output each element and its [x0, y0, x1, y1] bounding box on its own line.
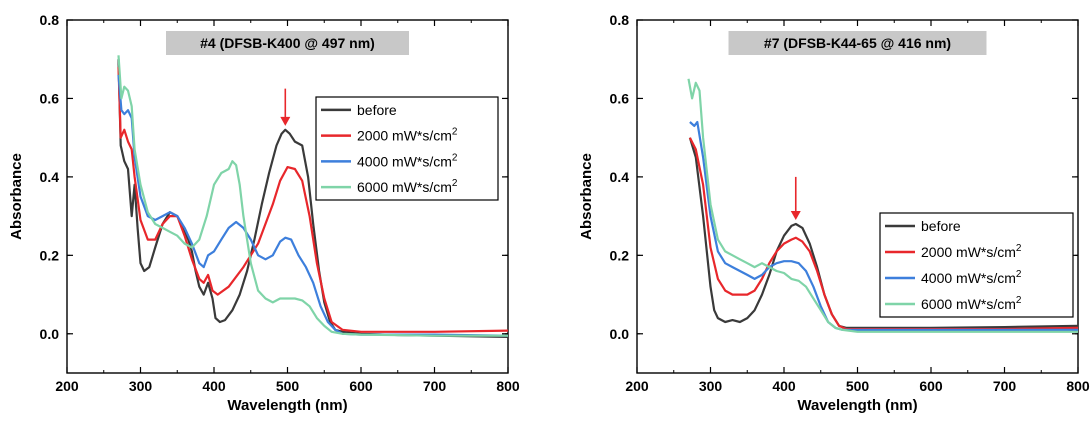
- y-tick-label: 0.6: [610, 90, 630, 106]
- legend-text-main: 6000 mW*s/cm: [921, 296, 1016, 312]
- y-axis-title: Absorbance: [578, 153, 595, 240]
- x-tick-label: 300: [129, 378, 153, 394]
- series-line-4: [687, 78, 1078, 333]
- legend-text-superscript: 2: [452, 178, 458, 189]
- y-axis-title: Absorbance: [8, 153, 25, 240]
- chart-title-box: [728, 31, 987, 55]
- y-tick-label: 0.8: [40, 12, 60, 28]
- arrow-head: [280, 116, 291, 126]
- legend-text-main: before: [357, 102, 397, 118]
- x-axis-title: Wavelength (nm): [227, 397, 347, 414]
- x-tick-label: 200: [625, 378, 649, 394]
- series-line-2: [688, 137, 1078, 331]
- x-tick-label: 800: [496, 378, 520, 394]
- plot-frame: [636, 19, 1079, 374]
- x-tick-label: 400: [202, 378, 226, 394]
- x-tick-label: 700: [423, 378, 447, 394]
- legend-label-3: 4000 mW*s/cm2: [357, 152, 458, 169]
- arrow-head: [790, 211, 801, 221]
- legend-box: [879, 212, 1074, 318]
- y-tick-label: 0.0: [40, 326, 60, 342]
- legend-text-main: 4000 mW*s/cm: [921, 270, 1016, 286]
- series-group: [687, 78, 1078, 333]
- series-line-4: [117, 55, 508, 337]
- x-tick-label: 300: [699, 378, 723, 394]
- series-group: [117, 55, 508, 338]
- chart-title: #4 (DFSB-K400 @ 497 nm): [200, 35, 375, 51]
- chart-1: 200 300 400 500 600 700 800 0.0 0.2 0.4 0.6 0.8 Wave…: [8, 12, 520, 414]
- y-tick-label: 0.4: [40, 169, 60, 185]
- legend-label-4: 6000 mW*s/cm2: [357, 178, 458, 195]
- legend-text-main: before: [921, 218, 961, 234]
- legend-text-superscript: 2: [1016, 295, 1022, 306]
- y-tick-label: 0.6: [40, 90, 60, 106]
- legend-label-3: 4000 mW*s/cm2: [921, 269, 1022, 286]
- x-tick-label: 200: [55, 378, 79, 394]
- x-tick-label: 800: [1066, 378, 1090, 394]
- y-tick-label: 0.8: [610, 12, 630, 28]
- x-tick-label: 600: [349, 378, 373, 394]
- x-tick-label: 500: [276, 378, 300, 394]
- legend-text-main: 2000 mW*s/cm: [357, 128, 452, 144]
- legend-text-main: 4000 mW*s/cm: [357, 153, 452, 169]
- y-tick-label: 0.2: [610, 247, 630, 263]
- legend-label-1: before: [921, 218, 961, 234]
- legend-label-2: 2000 mW*s/cm2: [357, 127, 458, 144]
- legend-text-main: 2000 mW*s/cm: [921, 244, 1016, 260]
- x-tick-label: 400: [772, 378, 796, 394]
- x-axis-title: Wavelength (nm): [797, 397, 917, 414]
- legend-label-4: 6000 mW*s/cm2: [921, 295, 1022, 312]
- legend-text-superscript: 2: [1016, 243, 1022, 254]
- legend-box: [315, 96, 499, 201]
- x-tick-label: 500: [846, 378, 870, 394]
- legend-text-main: 6000 mW*s/cm: [357, 179, 452, 195]
- chart-2: 200 300 400 500 600 700 800 0.0 0.2 0.4 0.6 0.8 Wave…: [578, 12, 1090, 414]
- x-tick-label: 700: [993, 378, 1017, 394]
- chart-title: #7 (DFSB-K44-65 @ 416 nm): [764, 35, 951, 51]
- legend-label-2: 2000 mW*s/cm2: [921, 243, 1022, 260]
- legend-text-superscript: 2: [452, 127, 458, 138]
- series-line-2: [117, 67, 508, 333]
- x-tick-label: 600: [919, 378, 943, 394]
- series-line-3: [117, 74, 508, 337]
- legend-text-superscript: 2: [1016, 269, 1022, 280]
- y-tick-label: 0.2: [40, 247, 60, 263]
- y-tick-label: 0.4: [610, 169, 630, 185]
- legend-text-superscript: 2: [452, 152, 458, 163]
- chart-title-box: [166, 31, 409, 55]
- legend-label-1: before: [357, 102, 397, 118]
- y-tick-label: 0.0: [610, 326, 630, 342]
